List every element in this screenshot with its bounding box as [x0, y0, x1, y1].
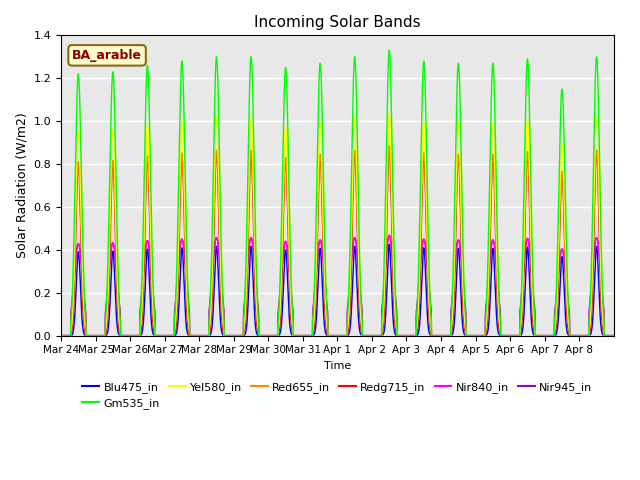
Redg715_in [426, 324, 433, 329]
Text: BA_arable: BA_arable [72, 49, 142, 62]
Line: Nir945_in: Nir945_in [61, 235, 614, 336]
Nir840_in [482, 312, 490, 317]
Line: Yel580_in: Yel580_in [61, 113, 614, 336]
Line: Nir840_in: Nir840_in [61, 235, 614, 336]
Yel580_in [466, 333, 474, 338]
Blu475_in [466, 333, 474, 338]
Blu475_in [482, 333, 490, 338]
Yel580_in [57, 333, 65, 338]
Redg715_in [466, 333, 474, 338]
Yel580_in [415, 296, 422, 301]
Nir840_in [426, 298, 433, 303]
Line: Redg715_in: Redg715_in [61, 146, 614, 336]
Line: Gm535_in: Gm535_in [61, 50, 614, 336]
Title: Incoming Solar Bands: Incoming Solar Bands [254, 15, 420, 30]
Blu475_in [490, 255, 498, 261]
Yel580_in [490, 133, 498, 139]
Nir945_in [152, 333, 160, 338]
Blu475_in [415, 329, 422, 335]
Legend: Blu475_in, Gm535_in, Yel580_in, Red655_in, Redg715_in, Nir840_in, Nir945_in: Blu475_in, Gm535_in, Yel580_in, Red655_i… [78, 377, 596, 413]
Nir840_in [415, 288, 422, 294]
Redg715_in [152, 333, 160, 338]
Redg715_in [415, 314, 422, 320]
Gm535_in [426, 288, 433, 293]
Nir840_in [466, 333, 474, 338]
Line: Red655_in: Red655_in [61, 146, 614, 336]
Red655_in [152, 333, 160, 338]
Yel580_in [426, 311, 433, 317]
Gm535_in [482, 314, 490, 320]
Nir840_in [57, 333, 65, 338]
Gm535_in [385, 48, 393, 53]
Gm535_in [490, 74, 498, 80]
Yel580_in [610, 333, 618, 338]
Gm535_in [152, 333, 160, 338]
Red655_in [415, 301, 422, 307]
X-axis label: Time: Time [324, 361, 351, 371]
Redg715_in [482, 331, 490, 336]
Gm535_in [610, 333, 618, 338]
Gm535_in [415, 264, 422, 270]
Red655_in [482, 327, 490, 333]
Redg715_in [385, 144, 393, 149]
Nir840_in [490, 240, 498, 246]
Nir945_in [490, 240, 498, 245]
Blu475_in [57, 333, 65, 338]
Red655_in [490, 164, 498, 169]
Gm535_in [57, 333, 65, 338]
Nir945_in [426, 292, 433, 298]
Red655_in [610, 333, 618, 338]
Blu475_in [152, 333, 160, 338]
Yel580_in [152, 333, 160, 338]
Red655_in [57, 333, 65, 338]
Red655_in [426, 314, 433, 320]
Nir945_in [57, 333, 65, 338]
Nir945_in [415, 283, 422, 289]
Red655_in [385, 144, 393, 149]
Blu475_in [426, 331, 433, 337]
Line: Blu475_in: Blu475_in [61, 244, 614, 336]
Nir945_in [466, 333, 474, 338]
Yel580_in [482, 325, 490, 331]
Redg715_in [610, 333, 618, 338]
Blu475_in [610, 333, 618, 338]
Nir945_in [610, 333, 618, 338]
Nir840_in [152, 333, 160, 338]
Y-axis label: Solar Radiation (W/m2): Solar Radiation (W/m2) [15, 113, 28, 258]
Redg715_in [490, 167, 498, 173]
Blu475_in [385, 241, 393, 247]
Nir945_in [482, 306, 490, 312]
Red655_in [466, 333, 474, 338]
Nir945_in [385, 232, 393, 238]
Gm535_in [466, 333, 474, 338]
Redg715_in [57, 333, 65, 338]
Nir840_in [385, 232, 393, 238]
Yel580_in [385, 110, 393, 116]
Nir840_in [610, 333, 618, 338]
